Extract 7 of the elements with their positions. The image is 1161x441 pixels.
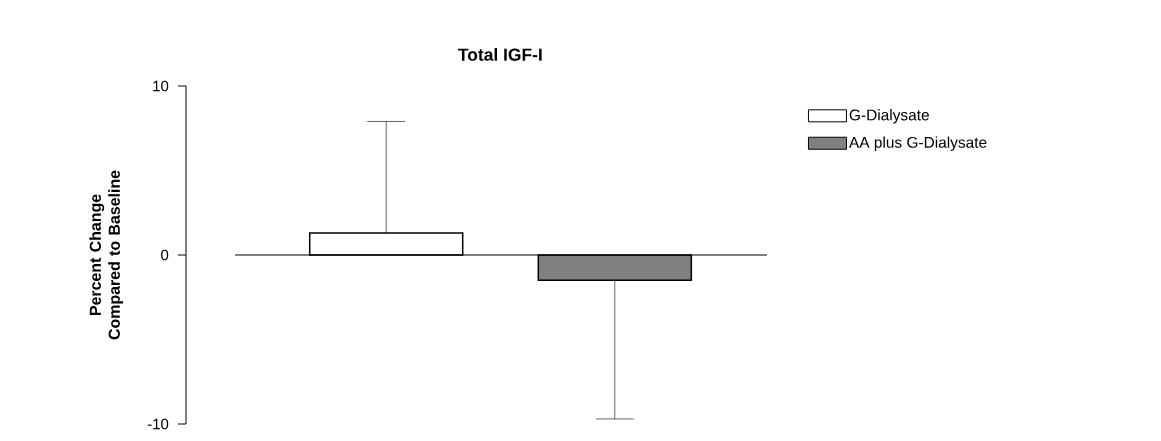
y-axis-title: Percent Change Compared to Baseline — [89, 170, 124, 340]
legend-label: AA plus G-Dialysate — [848, 136, 987, 151]
chart-title: Total IGF-I — [458, 48, 542, 61]
legend-label: G-Dialysate — [849, 109, 929, 124]
y-tick-label: -10 — [147, 418, 169, 430]
y-tick-label: 10 — [153, 80, 169, 92]
y-tick-label: 0 — [161, 249, 169, 261]
